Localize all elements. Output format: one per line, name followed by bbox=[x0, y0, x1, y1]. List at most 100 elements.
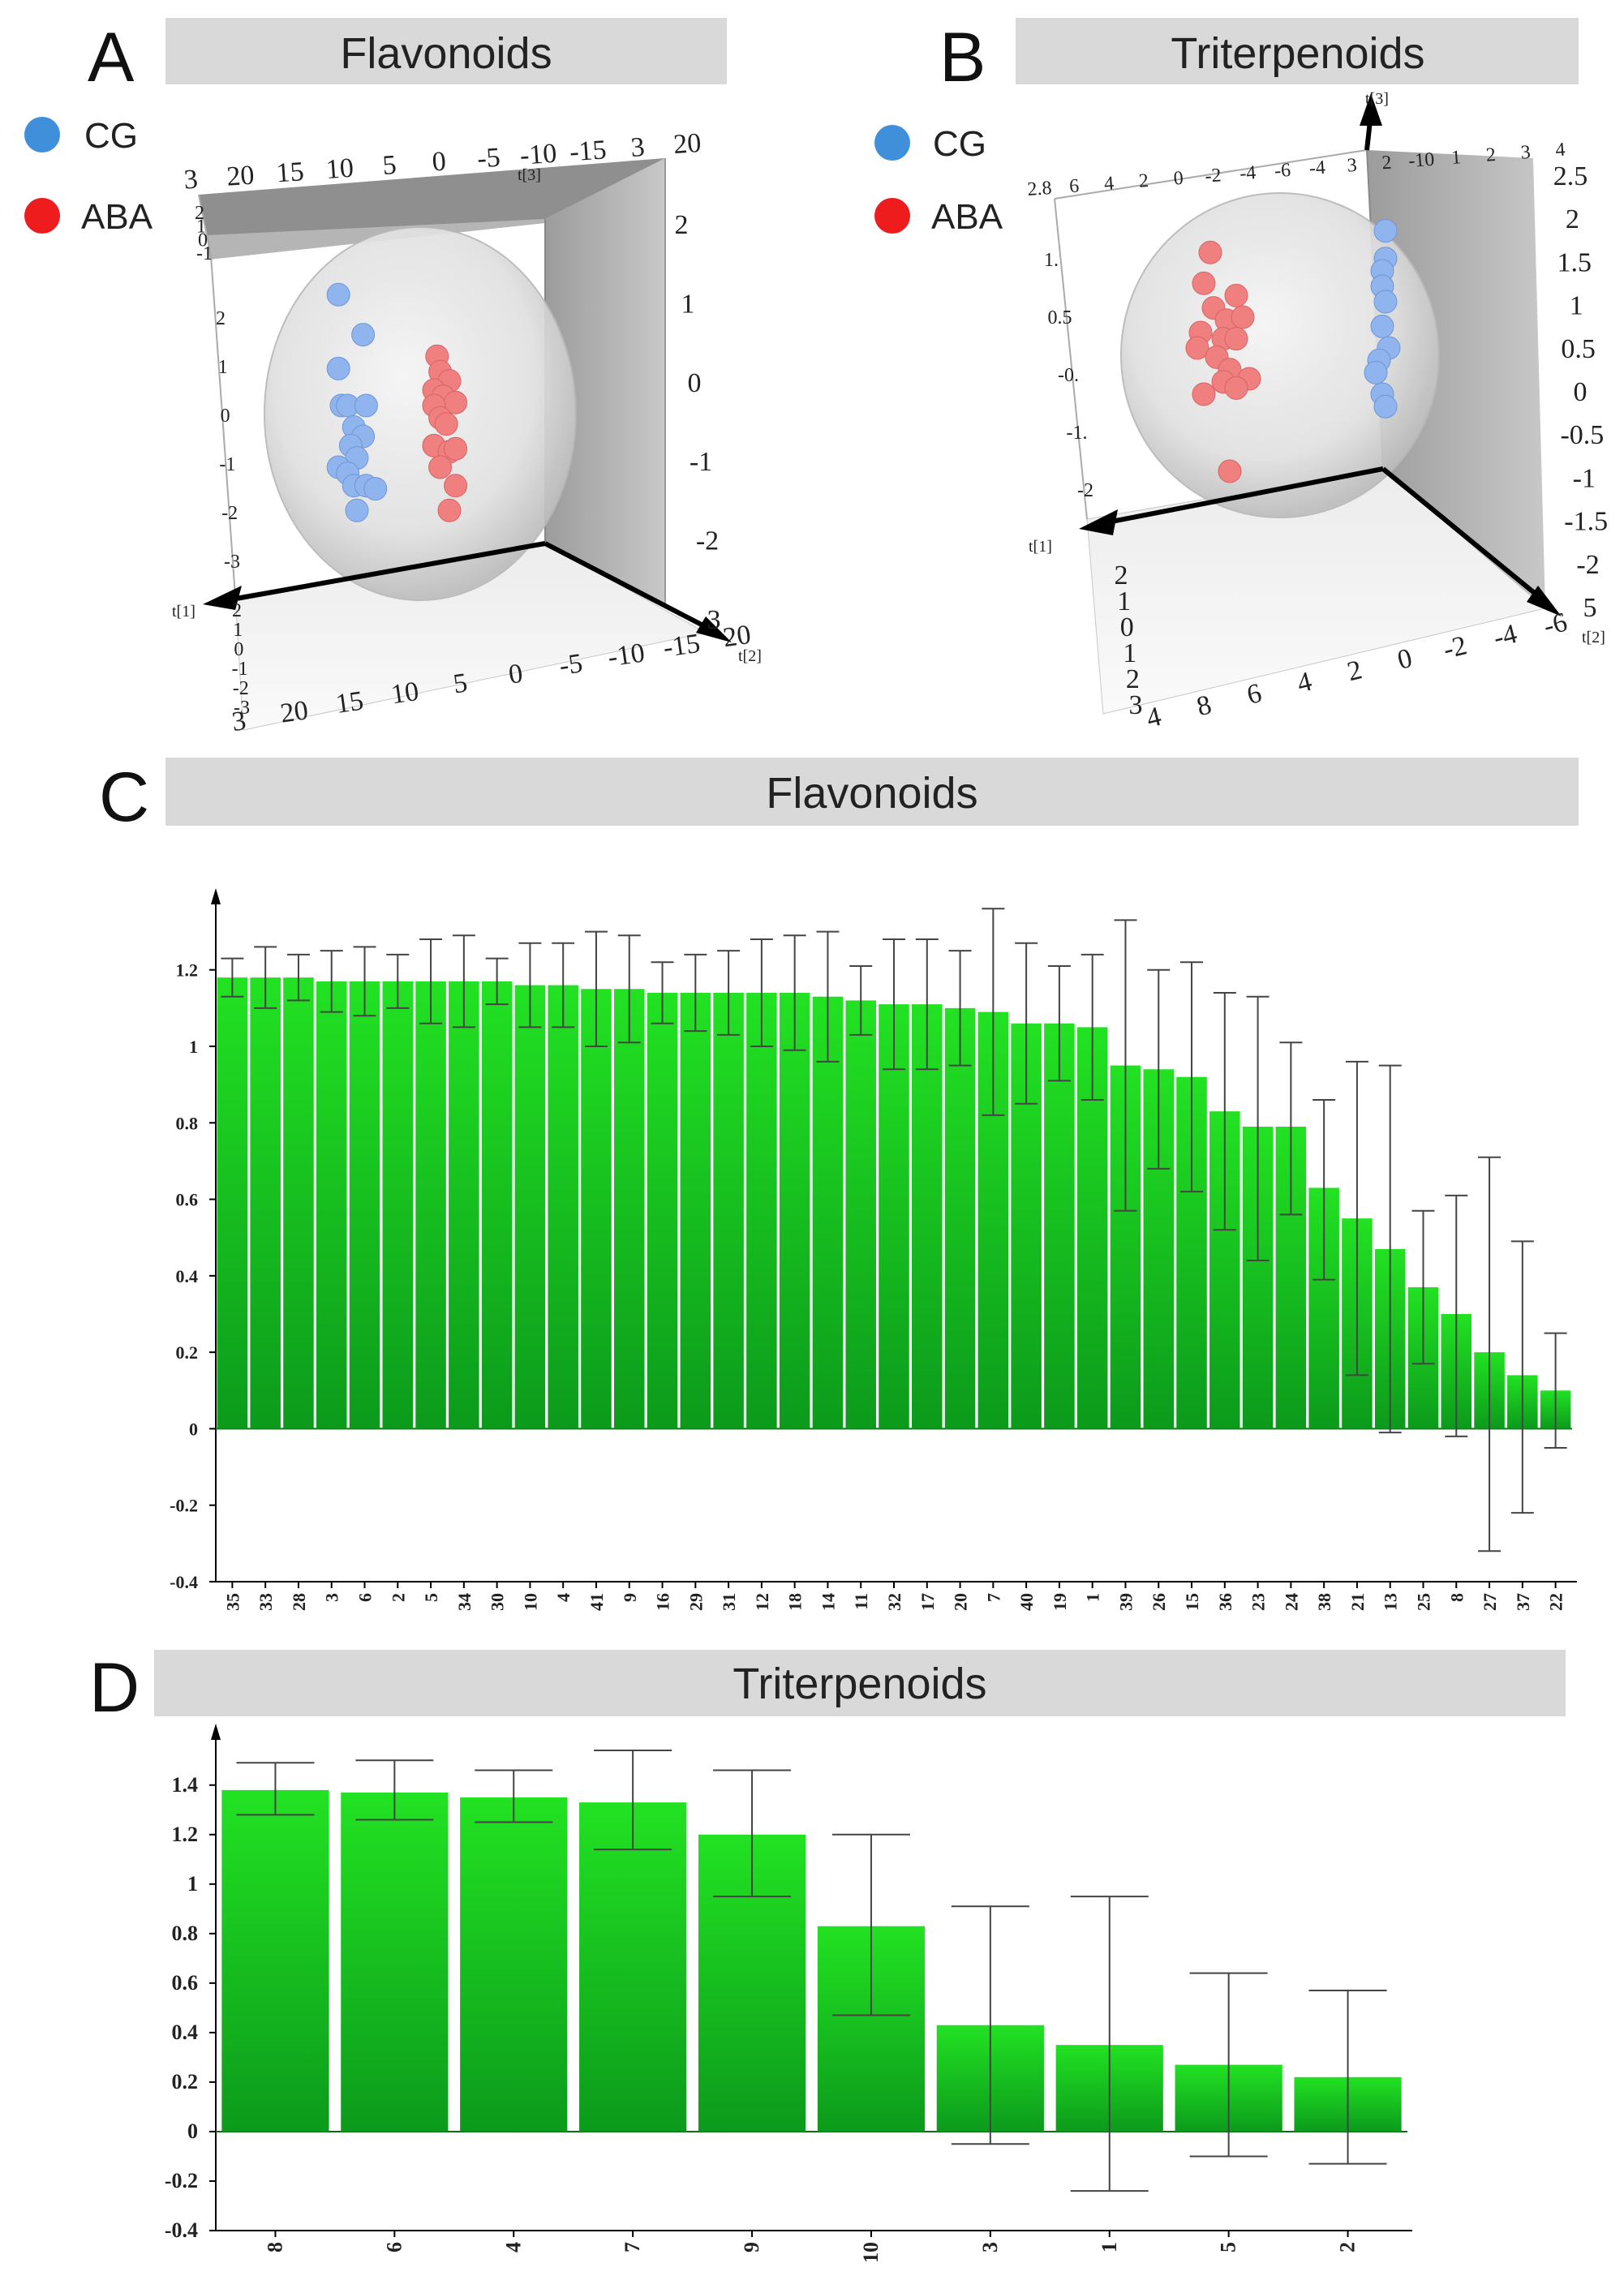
panel-a-tick-right: 0 bbox=[688, 368, 702, 398]
panel-b-ticks: 2.8 6 4 2 0 -2 -4 -6 -4 3 2 -10 1 2 3 42.521.510.50-0.5… bbox=[1027, 140, 1608, 734]
panel-a-tick-top: -10 bbox=[519, 139, 558, 171]
panel-b-tick-left: 0.5 bbox=[1048, 307, 1072, 329]
bar-2 bbox=[382, 981, 414, 1429]
panel-b-tick-right: -0.5 bbox=[1560, 420, 1604, 450]
bar-4 bbox=[460, 1797, 568, 2132]
panel-a-3d-box: t[1] t[2] t[3] bbox=[172, 158, 762, 731]
panel-b-tick-top: 4 bbox=[1103, 173, 1115, 195]
panel-a-tick-left: -3 bbox=[224, 552, 240, 573]
panel-c-letter: C bbox=[99, 758, 149, 836]
x-tick-label: 14 bbox=[818, 1593, 838, 1611]
panel-a-tick-top: 15 bbox=[275, 157, 304, 188]
legend-cg-label: CG bbox=[84, 116, 138, 156]
panel-d: D Triterpenoids -0.4 -0.2 0 0.2 0.4 0.6 0.8 1 1.… bbox=[89, 1649, 1566, 2263]
bar-32 bbox=[879, 1004, 909, 1429]
panel-b-tick-bottom: -4 bbox=[1490, 619, 1519, 654]
point-aba bbox=[428, 455, 453, 479]
x-tick-label: 7 bbox=[983, 1593, 1003, 1602]
y-tick-label: 1 bbox=[187, 1872, 198, 1896]
panel-b-tick-top: -2 bbox=[1205, 165, 1222, 187]
bar-33 bbox=[250, 977, 281, 1429]
x-tick-label: 33 bbox=[256, 1593, 276, 1611]
x-tick-label: 41 bbox=[586, 1593, 607, 1611]
y-tick-label: 0.2 bbox=[172, 2070, 199, 2093]
point-cg bbox=[326, 282, 350, 307]
y-tick-label: -0.4 bbox=[165, 2218, 198, 2242]
bar-12 bbox=[746, 993, 777, 1429]
panel-a-tick-left: 1 bbox=[218, 357, 228, 378]
y-axis-arrow bbox=[211, 888, 221, 904]
panel-b-legend: CG ABA bbox=[874, 124, 1003, 237]
bar-14 bbox=[812, 996, 844, 1429]
panel-b-tick-left: -0. bbox=[1058, 365, 1079, 386]
bar-28 bbox=[283, 977, 314, 1429]
point-aba bbox=[1192, 271, 1216, 295]
panel-b-tick-bottom: 4 bbox=[1294, 667, 1314, 699]
panel-a-tick-bottom-left: 0 bbox=[234, 639, 243, 660]
x-tick-label: 7 bbox=[621, 2242, 644, 2252]
panel-a-legend: CG ABA bbox=[24, 116, 153, 237]
panel-b-tick-right: -2 bbox=[1576, 550, 1599, 580]
panel-a-tick-left: 0 bbox=[221, 406, 230, 427]
panel-b-tick-top: 4 bbox=[1555, 140, 1566, 161]
panel-b-axis-label-t2: t[2] bbox=[1582, 629, 1605, 646]
y-tick-label: 0.4 bbox=[176, 1266, 199, 1286]
y-tick-label: 0 bbox=[189, 1419, 198, 1439]
panel-b-banner-title: Triterpenoids bbox=[1171, 29, 1424, 78]
point-cg bbox=[354, 393, 378, 418]
x-tick-label: 22 bbox=[1546, 1593, 1566, 1611]
x-tick-label: 32 bbox=[884, 1593, 904, 1611]
point-cg bbox=[326, 356, 350, 380]
panel-b-3d-box: t[1] t[2] t[3] bbox=[1029, 90, 1605, 715]
x-tick-label: 12 bbox=[752, 1593, 772, 1611]
panel-a-tick-bottom: 15 bbox=[334, 686, 366, 719]
y-tick-label: 1 bbox=[189, 1037, 198, 1057]
x-tick-label: 34 bbox=[454, 1593, 475, 1611]
y-tick-label: 1.2 bbox=[172, 1823, 199, 1846]
panel-b-tick-bottom: 4 bbox=[1144, 702, 1164, 734]
point-aba bbox=[1198, 240, 1222, 264]
panel-b-tick-top: -4 bbox=[1308, 157, 1326, 179]
panel-b-tick-bottom-left: 2 bbox=[1126, 664, 1140, 694]
panel-b-tick-right: 5 bbox=[1583, 593, 1597, 623]
x-tick-label: 16 bbox=[653, 1593, 673, 1611]
x-tick-label: 36 bbox=[1215, 1593, 1235, 1611]
point-aba bbox=[1224, 327, 1248, 351]
panel-a-axis-t2 bbox=[543, 541, 715, 633]
x-tick-label: 3 bbox=[322, 1593, 342, 1602]
x-tick-label: 24 bbox=[1281, 1593, 1301, 1611]
point-aba bbox=[1218, 459, 1242, 483]
panel-b-points bbox=[1185, 219, 1401, 483]
panel-b-tick-top: -4 bbox=[1239, 162, 1257, 184]
point-cg bbox=[1370, 314, 1394, 338]
x-tick-label: 31 bbox=[719, 1593, 739, 1611]
panel-a-tick-bottom: 5 bbox=[451, 668, 469, 699]
panel-b-tick-right: 0.5 bbox=[1561, 334, 1596, 364]
y-tick-label: -0.4 bbox=[170, 1572, 198, 1592]
x-tick-label: 17 bbox=[917, 1593, 938, 1611]
panel-a-tick-left: -1 bbox=[219, 454, 235, 475]
panel-a-banner-title: Flavonoids bbox=[340, 29, 552, 78]
y-tick-label: 0.6 bbox=[176, 1190, 199, 1210]
legend-aba-marker-b bbox=[874, 198, 910, 234]
panel-c-banner bbox=[165, 758, 1579, 826]
panel-b-tick-left: -2 bbox=[1077, 480, 1093, 501]
x-tick-label: 20 bbox=[951, 1593, 971, 1611]
panel-b-tick-top: -10 bbox=[1407, 149, 1435, 172]
point-cg bbox=[351, 323, 376, 347]
x-tick-label: 25 bbox=[1413, 1593, 1433, 1611]
panel-d-banner-title: Triterpenoids bbox=[733, 1660, 986, 1708]
panel-a-tick-top: 5 bbox=[381, 150, 397, 181]
x-tick-label: 4 bbox=[553, 1593, 574, 1602]
point-aba bbox=[444, 474, 468, 498]
panel-b-tick-bottom: -6 bbox=[1540, 607, 1570, 642]
point-cg bbox=[345, 498, 369, 522]
x-tick-label: 11 bbox=[851, 1593, 871, 1610]
panel-a-tick-left: 2 bbox=[216, 308, 226, 329]
panel-d-banner bbox=[154, 1650, 1566, 1716]
point-aba bbox=[1192, 382, 1216, 406]
panel-b-tick-bottom: -2 bbox=[1440, 630, 1469, 665]
panel-a-tick-bottom-left: -1 bbox=[232, 659, 248, 680]
panel-b-tick-top: 1 bbox=[1450, 147, 1462, 169]
panel-b-tick-right: 0 bbox=[1574, 377, 1587, 407]
